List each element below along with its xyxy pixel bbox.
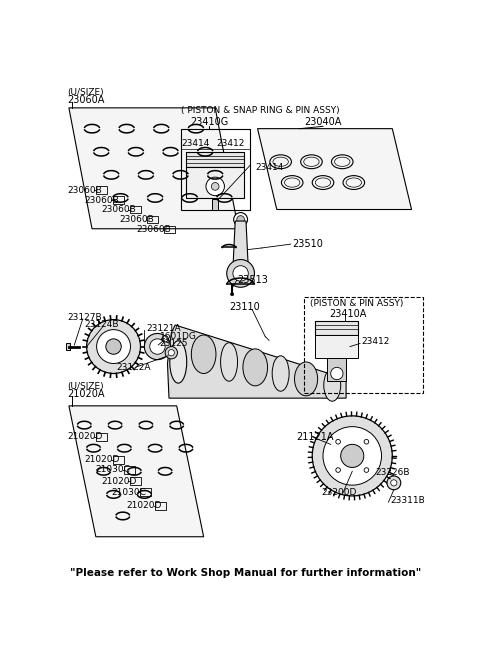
Circle shape xyxy=(312,416,392,496)
Bar xyxy=(315,335,358,358)
Circle shape xyxy=(165,346,178,359)
Text: 23124B: 23124B xyxy=(84,320,119,329)
Text: 23410A: 23410A xyxy=(329,309,367,319)
Circle shape xyxy=(233,266,248,281)
Text: 21030C: 21030C xyxy=(96,465,131,474)
Bar xyxy=(130,477,141,485)
Bar xyxy=(304,297,423,393)
Text: (U/SIZE): (U/SIZE) xyxy=(67,382,104,391)
Circle shape xyxy=(230,293,234,296)
Polygon shape xyxy=(69,108,238,229)
Text: 23226B: 23226B xyxy=(375,468,410,477)
Circle shape xyxy=(96,329,131,364)
Text: 23060B: 23060B xyxy=(136,225,171,234)
Text: "Please refer to Work Shop Manual for further information": "Please refer to Work Shop Manual for fu… xyxy=(71,568,421,578)
Text: 23121A: 23121A xyxy=(146,324,180,333)
Text: 23412: 23412 xyxy=(361,337,390,346)
Polygon shape xyxy=(168,325,346,398)
Text: 23200D: 23200D xyxy=(322,489,357,497)
Circle shape xyxy=(206,177,225,196)
Circle shape xyxy=(237,215,244,223)
Bar xyxy=(315,321,358,335)
Polygon shape xyxy=(258,128,411,210)
Text: 23125: 23125 xyxy=(160,339,188,348)
Text: 21020A: 21020A xyxy=(67,389,105,400)
Polygon shape xyxy=(69,406,204,536)
Bar xyxy=(327,358,346,381)
Bar xyxy=(130,206,141,214)
Text: 23127B: 23127B xyxy=(67,313,102,322)
Circle shape xyxy=(211,183,219,190)
Bar xyxy=(186,167,244,198)
Bar xyxy=(96,187,107,194)
Circle shape xyxy=(364,468,369,472)
Text: (U/SIZE): (U/SIZE) xyxy=(67,88,104,97)
Circle shape xyxy=(106,339,121,354)
Text: 21020D: 21020D xyxy=(67,432,103,441)
Circle shape xyxy=(336,440,340,444)
Text: 23110: 23110 xyxy=(229,301,260,312)
Circle shape xyxy=(323,426,382,485)
Text: 23060B: 23060B xyxy=(67,186,102,195)
Circle shape xyxy=(227,259,254,288)
Polygon shape xyxy=(233,221,248,273)
Circle shape xyxy=(387,476,401,490)
Ellipse shape xyxy=(243,349,267,386)
Text: 21020D: 21020D xyxy=(101,477,137,486)
Ellipse shape xyxy=(192,335,216,373)
Ellipse shape xyxy=(221,343,238,381)
Bar xyxy=(186,152,244,167)
Text: 23040A: 23040A xyxy=(304,117,342,126)
Circle shape xyxy=(341,444,364,468)
Ellipse shape xyxy=(324,369,341,402)
Bar xyxy=(180,128,250,210)
Circle shape xyxy=(391,479,397,486)
Text: 23122A: 23122A xyxy=(117,363,151,372)
Circle shape xyxy=(364,440,369,444)
Ellipse shape xyxy=(272,356,289,391)
Text: 21020D: 21020D xyxy=(84,455,120,464)
Bar xyxy=(155,502,166,510)
Text: 23060B: 23060B xyxy=(101,205,136,214)
Bar xyxy=(140,488,151,496)
Bar xyxy=(124,466,135,474)
Bar xyxy=(113,196,123,204)
Text: 23510: 23510 xyxy=(292,239,323,249)
Circle shape xyxy=(86,320,141,373)
Text: 21020D: 21020D xyxy=(127,502,162,510)
Circle shape xyxy=(336,468,340,472)
Text: ( PISTON & SNAP RING & PIN ASSY): ( PISTON & SNAP RING & PIN ASSY) xyxy=(180,107,339,115)
Text: 23414: 23414 xyxy=(255,162,284,172)
Text: 23513: 23513 xyxy=(237,275,268,286)
Text: 21030C: 21030C xyxy=(111,487,146,496)
Circle shape xyxy=(144,333,170,360)
Text: (PISTON & PIN ASSY): (PISTON & PIN ASSY) xyxy=(310,299,403,308)
Text: 23412: 23412 xyxy=(216,139,245,148)
Circle shape xyxy=(168,350,174,356)
Text: 23414: 23414 xyxy=(182,139,210,148)
Bar xyxy=(147,215,158,223)
Ellipse shape xyxy=(170,341,187,383)
Text: 23311B: 23311B xyxy=(391,496,425,505)
Text: 23410G: 23410G xyxy=(190,117,228,126)
Text: 21121A: 21121A xyxy=(296,432,334,441)
Circle shape xyxy=(234,213,248,227)
Text: 23060A: 23060A xyxy=(67,95,105,105)
Circle shape xyxy=(150,339,165,354)
Bar xyxy=(66,343,71,350)
Ellipse shape xyxy=(295,362,318,396)
Bar xyxy=(212,200,218,210)
Text: 1601DG: 1601DG xyxy=(160,332,197,341)
Bar xyxy=(164,226,175,233)
Text: 23060B: 23060B xyxy=(119,215,154,224)
Circle shape xyxy=(162,336,168,342)
Bar xyxy=(113,456,123,464)
Bar xyxy=(96,433,107,441)
Text: 23060B: 23060B xyxy=(84,196,119,205)
Circle shape xyxy=(331,367,343,380)
